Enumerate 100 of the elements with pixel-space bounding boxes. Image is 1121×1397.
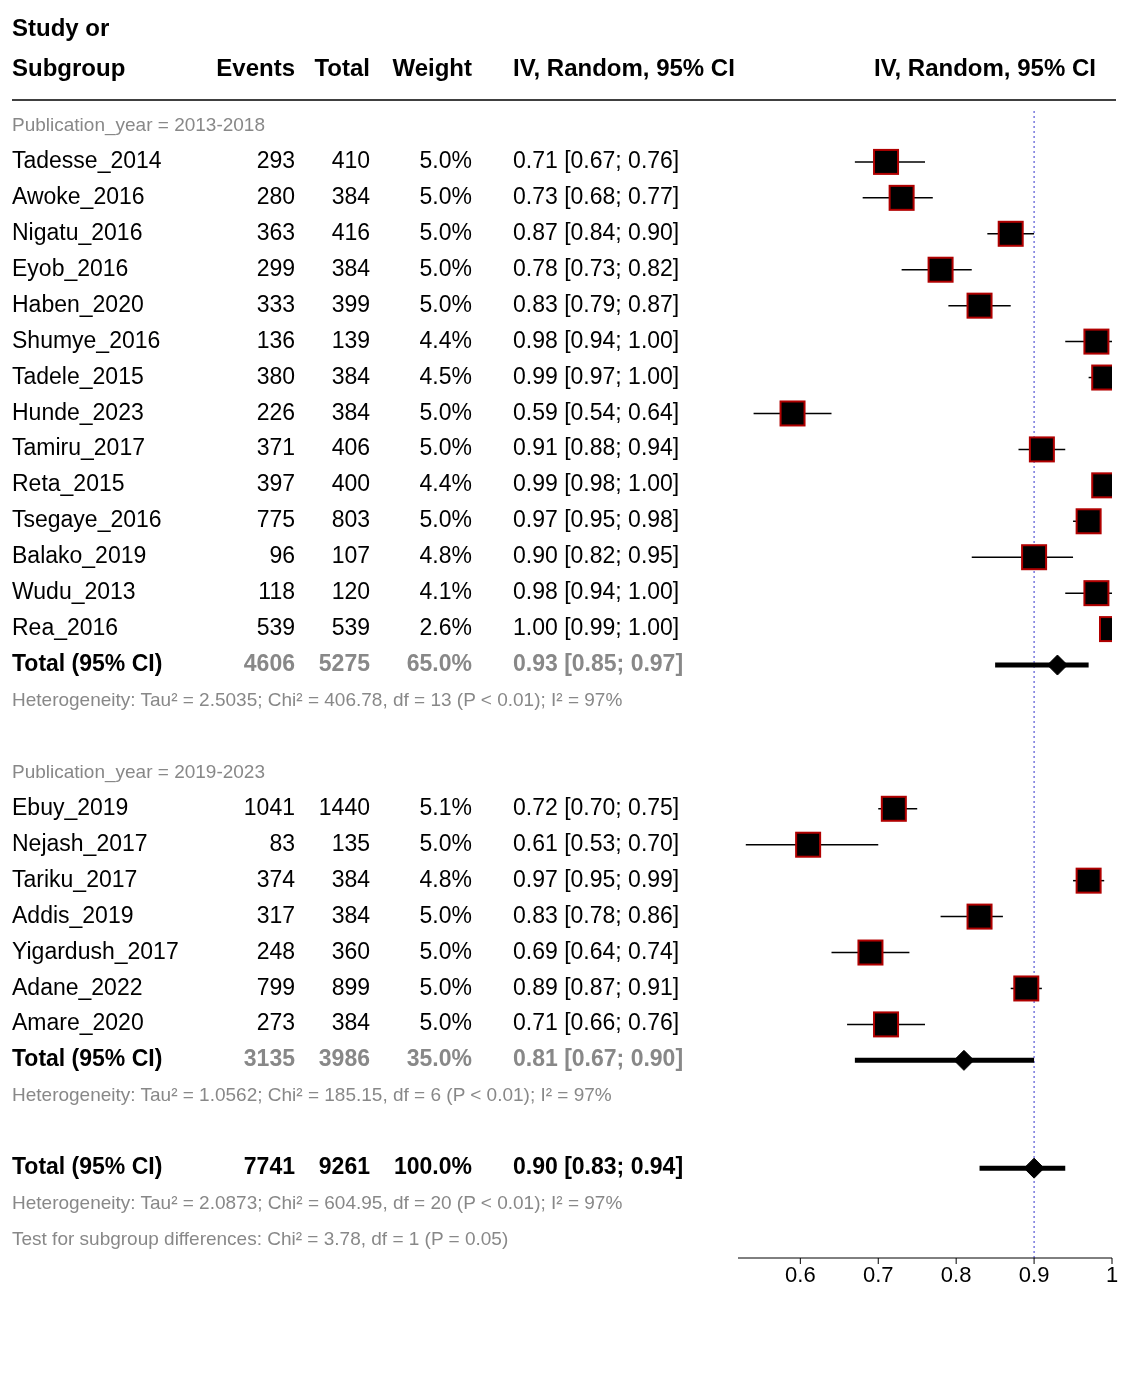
point — [1013, 975, 1040, 1002]
data-label: 380 — [256, 362, 295, 389]
category-label: Yigardush_2017 — [12, 937, 179, 964]
point — [1028, 436, 1055, 463]
data-label: 775 — [256, 506, 295, 533]
data-label: 273 — [256, 1009, 295, 1036]
category-label: Total (95% CI) — [12, 1153, 163, 1180]
category-label: Awoke_2016 — [12, 182, 145, 209]
category-label: Tariku_2017 — [12, 865, 138, 892]
point — [795, 831, 822, 858]
data-label: 139 — [331, 326, 370, 353]
category-label: Tsegaye_2016 — [12, 506, 162, 533]
data-label: 5.0% — [419, 218, 472, 245]
text: Study or Subgroup — [12, 14, 126, 81]
data-label: 226 — [256, 398, 295, 425]
data-label: 7741 — [243, 1153, 296, 1180]
category-label: Total (95% CI) — [12, 650, 163, 677]
data-label: 4.8% — [419, 542, 472, 569]
point — [953, 1049, 975, 1071]
x-tick-label: 0.8 — [940, 1261, 972, 1287]
category-label: Total (95% CI) — [12, 1045, 163, 1072]
point — [1083, 328, 1110, 355]
data-label: 299 — [256, 254, 295, 281]
data-label: 799 — [256, 973, 295, 1000]
data-label: 397 — [256, 470, 295, 497]
data-label: 803 — [331, 506, 370, 533]
point — [880, 795, 907, 822]
data-label: 899 — [331, 973, 370, 1000]
data-label: 5.0% — [419, 901, 472, 928]
x-tick-label: 0.6 — [785, 1261, 816, 1287]
data-label: 0.73 [0.68; 0.77] — [513, 182, 680, 209]
data-label: 5.0% — [419, 434, 472, 461]
data-label: 4.8% — [419, 865, 472, 892]
data-label: 0.91 [0.88; 0.94] — [513, 434, 680, 461]
data-label: 107 — [331, 542, 370, 569]
data-label: 5.0% — [419, 937, 472, 964]
category-label: Test for subgroup differences: Chi² = 3.78, df = 1 (P = 0.05) — [12, 1228, 509, 1250]
category-label: Adane_2022 — [12, 973, 143, 1000]
point — [1046, 654, 1068, 676]
data-label: 374 — [256, 865, 296, 892]
data-label: 0.81 [0.67; 0.90] — [513, 1045, 684, 1072]
category-label: Publication_year = 2013-2018 — [12, 113, 265, 136]
data-label: 360 — [331, 937, 370, 964]
data-label: 0.61 [0.53; 0.70] — [513, 829, 680, 856]
data-label: 0.93 [0.85; 0.97] — [513, 650, 684, 677]
data-label: 0.83 [0.79; 0.87] — [513, 290, 680, 317]
data-label: 4.4% — [419, 470, 472, 497]
point — [779, 400, 806, 427]
data-label: 5.0% — [419, 146, 472, 173]
data-label: 1440 — [318, 793, 370, 820]
category-label: Haben_2020 — [12, 290, 144, 317]
category-label: Nejash_2017 — [12, 829, 148, 856]
data-label: 0.97 [0.95; 0.98] — [513, 506, 680, 533]
category-label: Rea_2016 — [12, 614, 119, 641]
data-label: 0.71 [0.67; 0.76] — [513, 146, 680, 173]
category-label: Shumye_2016 — [12, 326, 161, 353]
data-label: 384 — [331, 362, 371, 389]
data-label: 0.72 [0.70; 0.75] — [513, 793, 680, 820]
category-label: Tadesse_2014 — [12, 146, 162, 173]
data-label: 96 — [269, 542, 295, 569]
point — [857, 939, 884, 966]
data-label: 384 — [331, 901, 371, 928]
data-label: 248 — [256, 937, 295, 964]
category-label: Wudu_2013 — [12, 578, 136, 605]
data-label: 317 — [256, 901, 295, 928]
text: IV, Random, 95% CI — [513, 54, 735, 81]
data-label: 0.78 [0.73; 0.82] — [513, 254, 680, 281]
data-label: 5.0% — [419, 829, 472, 856]
point — [997, 220, 1024, 247]
data-label: 384 — [331, 182, 371, 209]
data-label: 0.83 [0.78; 0.86] — [513, 901, 680, 928]
data-label: 0.87 [0.84; 0.90] — [513, 218, 680, 245]
data-label: 9261 — [318, 1153, 371, 1180]
data-label: 118 — [258, 578, 295, 605]
category-label: Heterogeneity: Tau² = 2.5035; Chi² = 406.78, df = 13 (P < 0.01); I² = 97% — [12, 688, 623, 710]
data-label: 0.59 [0.54; 0.64] — [513, 398, 680, 425]
data-label: 5275 — [318, 650, 371, 677]
data-label: 120 — [331, 578, 370, 605]
x-tick-label: 0.9 — [1018, 1261, 1050, 1287]
data-label: 371 — [256, 434, 295, 461]
data-label: 0.97 [0.95; 0.99] — [513, 865, 680, 892]
category-label: Amare_2020 — [12, 1009, 144, 1036]
data-label: 0.90 [0.83; 0.94] — [513, 1153, 684, 1180]
point — [1083, 580, 1110, 607]
category-label: Nigatu_2016 — [12, 218, 143, 245]
data-label: 4.4% — [419, 326, 472, 353]
data-label: 65.0% — [406, 650, 472, 677]
data-label: 0.98 [0.94; 1.00] — [513, 326, 680, 353]
data-label: 5.0% — [419, 254, 472, 281]
point — [1021, 544, 1048, 571]
data-label: 135 — [331, 829, 370, 856]
data-label: 0.71 [0.66; 0.76] — [513, 1009, 680, 1036]
category-label: Heterogeneity: Tau² = 1.0562; Chi² = 185.15, df = 6 (P < 0.01); I² = 97% — [12, 1084, 612, 1106]
point — [927, 256, 954, 283]
category-label: Heterogeneity: Tau² = 2.0873; Chi² = 604.95, df = 20 (P < 0.01); I² = 97% — [12, 1192, 623, 1214]
data-label: 363 — [256, 218, 295, 245]
data-label: 4.1% — [419, 578, 472, 605]
point — [873, 148, 900, 175]
data-label: 399 — [331, 290, 370, 317]
category-label: Tadele_2015 — [12, 362, 144, 389]
